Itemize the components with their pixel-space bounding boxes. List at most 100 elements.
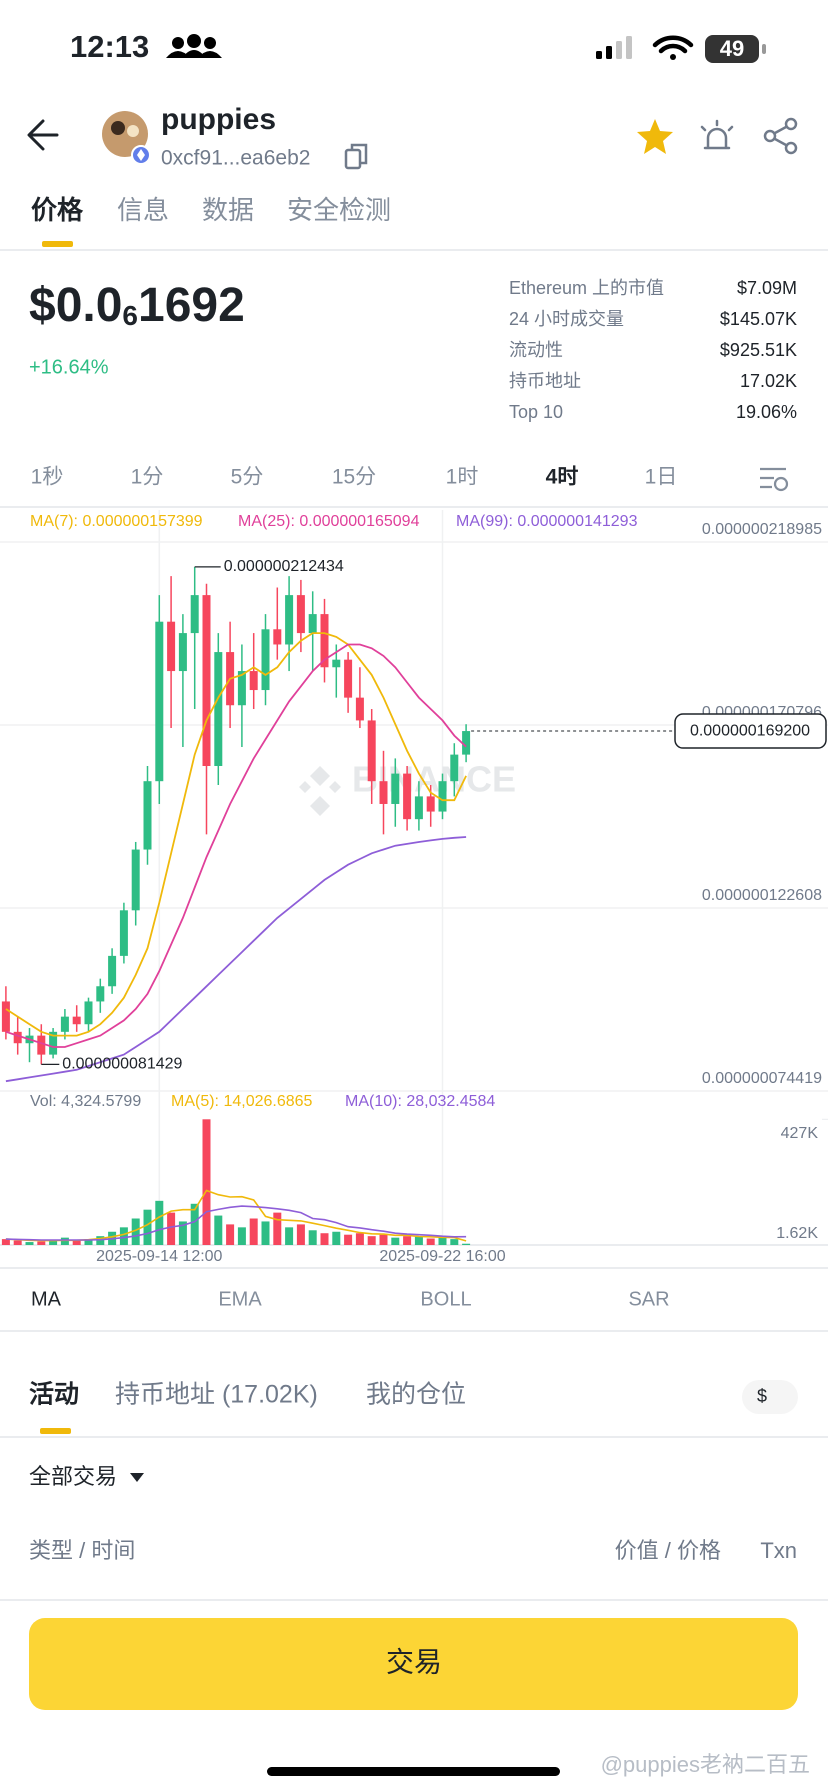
y-tick-label: 427K — [781, 1125, 819, 1142]
volume-bar — [391, 1237, 400, 1245]
stat-value: $7.09M — [737, 278, 797, 298]
volume-bar — [285, 1227, 294, 1245]
candle-body — [131, 849, 140, 911]
nav-tab[interactable]: 价格 — [31, 195, 84, 225]
chart-watermark: BINANCE — [352, 759, 516, 800]
volume-legend: Vol: 4,324.5799 — [30, 1093, 141, 1110]
currency-toggle[interactable] — [742, 1380, 798, 1414]
candle-body — [155, 621, 164, 782]
candle-body — [72, 1016, 81, 1025]
volume-bar — [131, 1218, 140, 1245]
chart-settings-button[interactable] — [760, 467, 789, 492]
x-tick-label: 2025-09-14 12:00 — [96, 1248, 222, 1265]
candle-body — [249, 671, 258, 691]
alert-button[interactable] — [700, 119, 734, 150]
interval-tab[interactable]: 15分 — [332, 466, 376, 489]
candle-body — [462, 731, 471, 755]
volume-bar — [367, 1236, 376, 1245]
avatar-detail — [127, 125, 139, 137]
stat-label: Ethereum 上的市值 — [509, 278, 664, 298]
ma-line — [5, 643, 467, 1048]
candle-body — [237, 671, 246, 706]
low-label: 0.000000081429 — [62, 1056, 182, 1073]
dropdown-arrow — [130, 1473, 144, 1482]
candle-body — [320, 614, 329, 668]
eth-logo — [137, 149, 145, 161]
activity-tab[interactable]: 我的仓位 — [366, 1381, 466, 1409]
trade-button-label: 交易 — [386, 1646, 442, 1677]
ma-legend: MA(25): 0.000000165094 — [238, 513, 420, 530]
volume-bar — [344, 1234, 353, 1245]
ma-legend: MA(7): 0.000000157399 — [30, 513, 203, 530]
volume-bar — [249, 1218, 258, 1245]
trade-button[interactable] — [29, 1618, 798, 1710]
interval-tab[interactable]: 1时 — [446, 466, 479, 489]
token-name: puppies — [161, 103, 276, 136]
candle-body — [167, 621, 176, 672]
interval-tab[interactable]: 1秒 — [31, 466, 64, 489]
candle-body — [49, 1031, 58, 1055]
candle-body — [37, 1035, 46, 1055]
tab-underline — [40, 1428, 71, 1434]
back-button[interactable] — [27, 119, 59, 151]
indicator-tab[interactable]: MA — [31, 1288, 62, 1310]
volume-bar — [379, 1234, 388, 1245]
volume-bar — [261, 1221, 270, 1245]
stat-label: 24 小时成交量 — [509, 309, 624, 329]
last-price-tag — [674, 713, 827, 749]
candle-body — [391, 773, 400, 804]
indicator-tab[interactable]: BOLL — [420, 1288, 471, 1310]
candle-body — [84, 1001, 93, 1025]
nav-tab[interactable]: 安全检测 — [287, 195, 391, 225]
candle-body — [403, 773, 412, 820]
stat-label: 持币地址 — [509, 371, 581, 391]
volume-bar — [450, 1239, 459, 1245]
volume-bar — [143, 1209, 152, 1245]
candle-body — [119, 910, 128, 956]
y-tick-label: 1.62K — [776, 1225, 818, 1242]
candle-body — [261, 629, 270, 691]
share-button[interactable] — [763, 117, 798, 155]
interval-tab[interactable]: 1分 — [131, 466, 164, 489]
candle-body — [273, 629, 282, 645]
candle-body — [367, 720, 376, 782]
image-watermark: @puppies老衲二百五 — [601, 1752, 810, 1777]
indicator-tab[interactable]: EMA — [218, 1288, 262, 1310]
indicator-tab[interactable]: SAR — [628, 1288, 669, 1310]
candle-body — [108, 955, 117, 987]
candle-body — [344, 659, 353, 698]
favorite-button[interactable] — [637, 119, 673, 154]
volume-bar — [237, 1227, 246, 1245]
column-header: Txn — [760, 1538, 797, 1563]
volume-bar — [49, 1239, 58, 1245]
battery-cap — [762, 44, 766, 54]
stat-label: Top 10 — [509, 402, 563, 422]
stat-value: 17.02K — [740, 371, 797, 391]
interval-tab[interactable]: 5分 — [231, 466, 264, 489]
people-icon — [166, 34, 222, 58]
nav-tab[interactable]: 数据 — [202, 195, 254, 225]
avatar-detail — [111, 121, 125, 135]
y-tick-label: 0.000000218985 — [702, 521, 822, 538]
activity-tab[interactable]: 持币地址 (17.02K) — [115, 1381, 318, 1409]
wifi-icon — [652, 35, 694, 60]
token-avatar — [102, 111, 148, 157]
activity-tab[interactable]: 活动 — [29, 1381, 79, 1409]
volume-ma-legend: MA(10): 28,032.4584 — [345, 1093, 495, 1110]
volume-ma-legend: MA(5): 14,026.6865 — [171, 1093, 313, 1110]
nav-tab[interactable]: 信息 — [117, 195, 169, 225]
signal-icon — [596, 36, 632, 59]
candle-body — [308, 614, 317, 634]
candle-body — [450, 754, 459, 782]
volume-bar — [226, 1224, 235, 1245]
copy-button[interactable] — [344, 143, 368, 170]
interval-tab[interactable]: 1日 — [645, 466, 678, 489]
volume-bar — [414, 1236, 423, 1245]
volume-bar — [214, 1215, 223, 1245]
ma-legend: MA(99): 0.000000141293 — [456, 513, 638, 530]
volume-ma-line — [5, 1205, 467, 1241]
trade-filter[interactable]: 全部交易 — [29, 1464, 117, 1489]
candle-body — [214, 652, 223, 766]
interval-tab[interactable]: 4时 — [546, 466, 579, 489]
